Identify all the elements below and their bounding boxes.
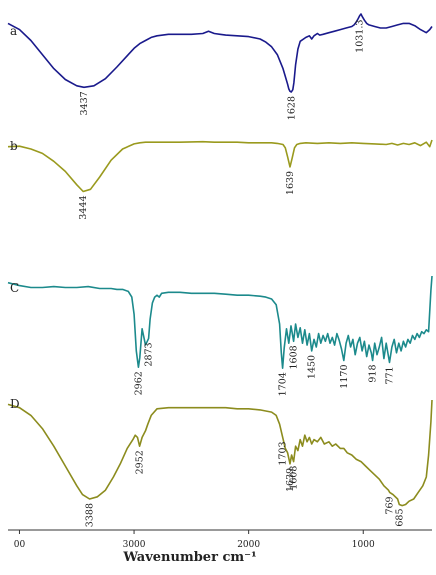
peak-label: 1450 <box>307 355 318 379</box>
peak-label: 1639 <box>285 468 296 492</box>
peak-label: 1704 <box>278 372 289 396</box>
panel-label-b: b <box>10 139 18 153</box>
panel-label-d: D <box>10 397 20 411</box>
peak-label: 1703 <box>278 441 289 465</box>
peak-label: 685 <box>394 509 405 527</box>
peak-label: 3437 <box>79 91 90 115</box>
x-tick-label: 1000 <box>352 540 375 550</box>
spectrum-line-c <box>7 275 433 369</box>
spectrum-line-d <box>7 399 433 507</box>
peak-label: 3388 <box>85 503 96 527</box>
peak-label: 2952 <box>135 450 146 474</box>
peak-label: 3444 <box>78 196 89 220</box>
x-tick-label: 00 <box>14 540 26 550</box>
x-tick-label: 3000 <box>123 540 146 550</box>
panel-label-c: C <box>10 281 19 295</box>
spectrum-line-b <box>7 139 433 193</box>
peak-label: 1608 <box>289 466 300 490</box>
x-tick-label: 2000 <box>237 540 260 550</box>
peak-label: 1608 <box>289 345 300 369</box>
peak-label: 1031.3 <box>355 20 366 53</box>
peak-label: 1628 <box>286 96 297 120</box>
x-tick-layer: 00 3000 2000 1000 <box>14 530 375 550</box>
peak-label: 918 <box>368 365 379 383</box>
spectrum-line-a <box>7 13 433 93</box>
x-axis-title: Wavenumber cm⁻¹ <box>122 550 256 565</box>
peak-label: 769 <box>385 496 396 514</box>
peak-label: 2873 <box>144 342 155 366</box>
peak-label: 1170 <box>339 365 350 389</box>
peak-label: 2962 <box>133 371 144 395</box>
peak-label: 1639 <box>285 171 296 195</box>
peak-label: 771 <box>385 366 396 384</box>
panel-label-a: a <box>10 24 17 38</box>
